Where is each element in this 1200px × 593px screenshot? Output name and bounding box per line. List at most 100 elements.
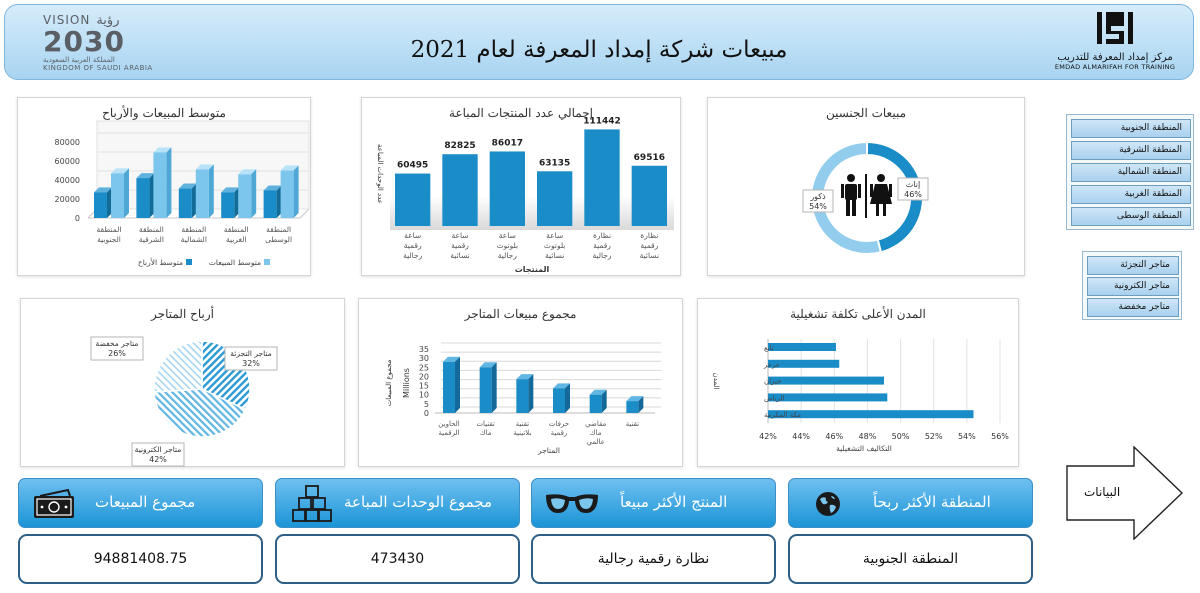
data-label: 86017	[492, 138, 523, 148]
slicer-item-online[interactable]: متاجر الكترونية	[1087, 277, 1179, 296]
y-tick-label: جيزان	[764, 378, 781, 386]
avg-sales-profit-panel: متوسط المبيعات والأرباح 0 20000 40000 60000…	[17, 97, 311, 276]
kpi-label: المنتج الأكثر مبيعاً	[620, 493, 728, 511]
data-label-value: 42%	[149, 455, 167, 464]
kpi-label: مجموع الوحدات المباعة	[344, 493, 493, 511]
x-tick-label: رقمية	[404, 241, 422, 250]
x-tick-label: تقنية	[516, 420, 530, 428]
bar-top	[195, 164, 214, 170]
plot-floor-shade	[390, 196, 674, 230]
slicer-item-central[interactable]: المنطقة الوسطى	[1071, 207, 1191, 226]
slicer-item-north[interactable]: المنطقة الشمالية	[1071, 163, 1191, 182]
y-tick-label: 35	[419, 345, 429, 354]
gender-sales-panel: مبيعات الجنسين إناث 46% ذكور 54%	[707, 97, 1025, 276]
store-type-slicer: متاجر التجزئة متاجر الكترونية متاجر مخفض…	[1082, 251, 1182, 320]
y-axis-unit: Millions	[402, 368, 411, 398]
x-tick-label: رجالية	[592, 251, 611, 260]
slicer-item-south[interactable]: المنطقة الجنوبية	[1071, 119, 1191, 138]
bar	[442, 154, 478, 226]
y-axis-title: عدد الوحدات المباعة	[376, 144, 384, 204]
panel-title: متوسط المبيعات والأرباح	[102, 106, 226, 120]
bar	[584, 129, 620, 226]
data-label-box	[90, 336, 144, 361]
bar	[516, 379, 529, 413]
bar-top	[94, 187, 112, 193]
donut-slice	[810, 140, 883, 255]
x-tick-label: الحاوين	[438, 420, 459, 428]
x-tick-label: عالمي	[587, 438, 605, 446]
bar-side	[166, 147, 172, 218]
brand-name-en: EMDAD ALMARIFAH FOR TRAINING	[1054, 63, 1176, 71]
emdad-mark-icon	[1097, 12, 1133, 44]
x-tick-label: ساعة	[499, 231, 516, 240]
kpi-total-units-header: مجموع الوحدات المباعة	[275, 478, 520, 528]
x-tick-label: 48%	[859, 432, 877, 441]
x-tick-label: ماك	[590, 429, 602, 437]
x-tick-label: رقمية	[593, 241, 611, 250]
data-label-value: 32%	[242, 359, 260, 368]
slicer-item-discount[interactable]: متاجر مخفضة	[1087, 298, 1179, 317]
bar-side	[491, 362, 497, 413]
city-costs-panel: المدن الأعلى تكلفة تشغيلية 42% 44% 46% 48% 5…	[697, 298, 1019, 467]
legend-swatch	[186, 259, 192, 265]
bar-side	[234, 187, 240, 218]
slicer-item-west[interactable]: المنطقة الغربية	[1071, 185, 1191, 204]
boxes-icon	[292, 485, 332, 522]
vision-kingdom-ar: المملكة العربية السعودية	[43, 56, 115, 64]
legend-swatch	[264, 259, 270, 265]
y-tick-label: 0	[75, 214, 80, 223]
y-tick-label: 20	[419, 372, 429, 381]
data-label-box	[224, 346, 278, 371]
bar	[178, 188, 192, 218]
bar-top	[263, 185, 282, 191]
bar	[768, 359, 840, 368]
right-arrow-icon	[1066, 445, 1184, 541]
x-tick-label: 52%	[925, 432, 943, 441]
y-axis-title: المدن	[712, 373, 720, 390]
x-tick-label: تقنيات	[476, 420, 494, 428]
bar	[553, 388, 565, 413]
data-label: 63135	[539, 158, 570, 168]
slicer-item-retail[interactable]: متاجر التجزئة	[1087, 256, 1179, 275]
data-label: 82825	[444, 141, 475, 151]
bar-top	[153, 147, 172, 153]
y-tick-label: 20000	[55, 195, 80, 204]
kpi-top-product-header: المنتج الأكثر مبيعاً	[531, 478, 776, 528]
bar	[443, 361, 455, 413]
panel-title: مبيعات الجنسين	[825, 106, 907, 120]
data-label-value: 54%	[809, 202, 827, 211]
bar-top	[626, 396, 644, 402]
header-banner: VISION رؤية 2030 المملكة العربية السعودية…	[4, 4, 1194, 80]
y-tick-label: عرعر	[763, 361, 780, 369]
x-tick-label: مقاضي	[585, 420, 606, 428]
x-tick-label: رقمية	[551, 429, 568, 437]
data-label-box	[897, 177, 929, 201]
x-tick-label: 50%	[892, 432, 910, 441]
x-tick-label: الوسطى	[265, 235, 292, 244]
bar	[768, 343, 836, 351]
vision-label: VISION	[43, 13, 91, 27]
data-nav-button[interactable]: البيانات	[1066, 445, 1184, 541]
x-tick-label: الرقمية	[438, 429, 459, 437]
glasses-icon	[546, 494, 598, 513]
x-tick-label: ساعة	[404, 231, 421, 240]
bar-side	[293, 165, 299, 218]
kpi-total-sales-header: مجموع المبيعات	[18, 478, 263, 528]
slicer-item-east[interactable]: المنطقة الشرقية	[1071, 141, 1191, 160]
kpi-label: المنطقة الأكثر ربحاً	[873, 493, 991, 511]
bar	[94, 192, 107, 218]
bar	[768, 393, 888, 402]
bar-top	[516, 374, 534, 380]
x-tick-label: بلوتوث	[497, 241, 518, 250]
emdad-logo: مركز إمداد المعرفة للتدريب EMDAD ALMARIF…	[1045, 11, 1185, 77]
y-tick-label: 15	[419, 382, 429, 391]
vision-2030-logo: VISION رؤية 2030 المملكة العربية السعودية…	[43, 13, 173, 75]
x-tick-label: الجنوبية	[97, 235, 121, 244]
x-tick-label: رجالية	[498, 251, 517, 260]
bar-side	[251, 169, 257, 218]
bar-side	[601, 389, 607, 413]
bar	[111, 173, 124, 218]
x-axis-title: المنتجات	[515, 265, 550, 274]
